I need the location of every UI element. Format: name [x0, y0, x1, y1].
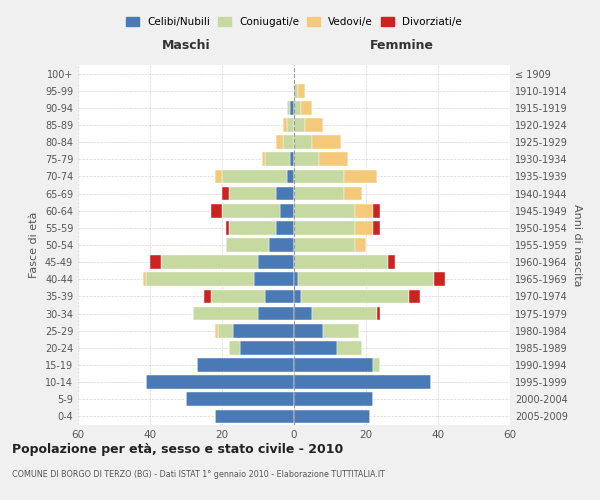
Bar: [287, 170, 294, 183]
Bar: [265, 290, 294, 304]
Bar: [276, 221, 294, 234]
Bar: [294, 392, 373, 406]
Bar: [355, 221, 373, 234]
Bar: [344, 170, 377, 183]
Bar: [290, 152, 294, 166]
Bar: [280, 204, 294, 218]
Bar: [265, 152, 290, 166]
Bar: [355, 238, 366, 252]
Bar: [312, 306, 377, 320]
Bar: [254, 272, 294, 286]
Bar: [312, 136, 341, 149]
Bar: [283, 118, 287, 132]
Bar: [373, 204, 380, 218]
Bar: [222, 186, 229, 200]
Bar: [215, 170, 222, 183]
Bar: [294, 306, 312, 320]
Bar: [301, 290, 409, 304]
Bar: [143, 272, 146, 286]
Bar: [388, 256, 395, 269]
Bar: [294, 170, 344, 183]
Bar: [355, 204, 373, 218]
Bar: [258, 306, 294, 320]
Bar: [298, 84, 305, 98]
Bar: [229, 341, 240, 354]
Y-axis label: Fasce di età: Fasce di età: [29, 212, 39, 278]
Bar: [409, 290, 420, 304]
Bar: [276, 136, 283, 149]
Bar: [211, 290, 265, 304]
Bar: [229, 186, 276, 200]
Bar: [294, 152, 319, 166]
Bar: [215, 324, 218, 338]
Legend: Celibi/Nubili, Coniugati/e, Vedovi/e, Divorziati/e: Celibi/Nubili, Coniugati/e, Vedovi/e, Di…: [126, 18, 462, 28]
Bar: [222, 170, 287, 183]
Bar: [150, 256, 161, 269]
Bar: [226, 238, 269, 252]
Bar: [294, 272, 298, 286]
Bar: [301, 101, 312, 114]
Bar: [222, 204, 280, 218]
Bar: [294, 186, 344, 200]
Bar: [294, 84, 298, 98]
Bar: [323, 324, 359, 338]
Bar: [269, 238, 294, 252]
Bar: [240, 341, 294, 354]
Bar: [294, 221, 355, 234]
Text: COMUNE DI BORGO DI TERZO (BG) - Dati ISTAT 1° gennaio 2010 - Elaborazione TUTTIT: COMUNE DI BORGO DI TERZO (BG) - Dati IST…: [12, 470, 385, 479]
Bar: [373, 358, 380, 372]
Bar: [337, 341, 362, 354]
Bar: [193, 306, 258, 320]
Bar: [283, 136, 294, 149]
Bar: [146, 376, 294, 389]
Bar: [298, 272, 434, 286]
Bar: [344, 186, 362, 200]
Bar: [294, 376, 431, 389]
Bar: [186, 392, 294, 406]
Bar: [305, 118, 323, 132]
Bar: [197, 358, 294, 372]
Bar: [294, 290, 301, 304]
Text: Maschi: Maschi: [161, 40, 211, 52]
Bar: [373, 221, 380, 234]
Bar: [294, 358, 373, 372]
Bar: [146, 272, 254, 286]
Bar: [434, 272, 445, 286]
Bar: [294, 118, 305, 132]
Bar: [229, 221, 276, 234]
Bar: [211, 204, 222, 218]
Bar: [262, 152, 265, 166]
Text: Popolazione per età, sesso e stato civile - 2010: Popolazione per età, sesso e stato civil…: [12, 442, 343, 456]
Bar: [215, 410, 294, 424]
Y-axis label: Anni di nascita: Anni di nascita: [572, 204, 581, 286]
Bar: [294, 136, 312, 149]
Bar: [294, 256, 388, 269]
Bar: [294, 204, 355, 218]
Bar: [294, 238, 355, 252]
Bar: [258, 256, 294, 269]
Bar: [233, 324, 294, 338]
Bar: [204, 290, 211, 304]
Text: Femmine: Femmine: [370, 40, 434, 52]
Bar: [290, 101, 294, 114]
Bar: [287, 118, 294, 132]
Bar: [377, 306, 380, 320]
Bar: [294, 101, 301, 114]
Bar: [294, 341, 337, 354]
Bar: [161, 256, 258, 269]
Bar: [294, 324, 323, 338]
Bar: [319, 152, 348, 166]
Bar: [218, 324, 233, 338]
Bar: [226, 221, 229, 234]
Bar: [276, 186, 294, 200]
Bar: [287, 101, 290, 114]
Bar: [294, 410, 370, 424]
